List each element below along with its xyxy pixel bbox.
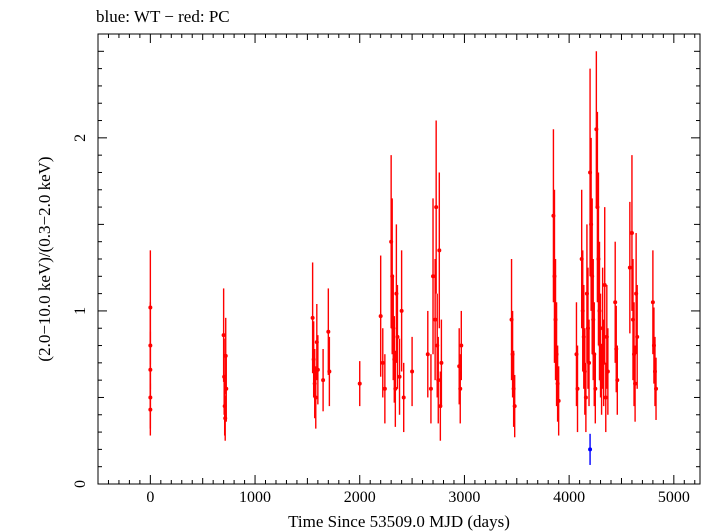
data-point: [615, 378, 620, 383]
data-point: [321, 378, 326, 383]
data-point: [310, 315, 315, 320]
chart-title: blue: WT − red: PC: [96, 7, 230, 26]
data-point: [587, 360, 592, 365]
data-point: [627, 265, 632, 270]
data-point: [605, 369, 610, 374]
data-point: [224, 386, 229, 391]
data-point: [315, 367, 320, 372]
data-point: [459, 343, 464, 348]
data-point: [650, 300, 655, 305]
data-point: [221, 333, 226, 338]
data-point: [583, 395, 588, 400]
data-point: [327, 369, 332, 374]
data-point: [425, 352, 430, 357]
x-tick-label: 2000: [344, 489, 376, 506]
data-point: [593, 386, 598, 391]
data-point: [410, 369, 415, 374]
tick-labels: 0 1000 2000 3000 4000 5000 0 1 2: [72, 134, 690, 506]
data-point: [148, 407, 153, 412]
x-tick-label: 5000: [658, 489, 690, 506]
data-point: [326, 329, 331, 334]
x-tick-label: 1000: [239, 489, 271, 506]
data-point: [433, 317, 438, 322]
data-point: [603, 395, 608, 400]
data-point: [382, 386, 387, 391]
data-point: [458, 386, 463, 391]
data-point: [401, 395, 406, 400]
data-point: [556, 398, 561, 403]
data-point: [654, 386, 659, 391]
axis-ticks: [97, 34, 700, 485]
data-point: [629, 231, 634, 236]
data-point: [399, 308, 404, 313]
x-axis-label: Time Since 53509.0 MJD (days): [288, 512, 510, 531]
data-point: [436, 378, 441, 383]
x-tick-label: 4000: [553, 489, 585, 506]
y-axis-label: (2.0−10.0 keV)/(0.3−2.0 keV): [35, 156, 54, 361]
data-point: [633, 381, 638, 386]
series-pc: [148, 51, 659, 441]
data-point: [313, 395, 318, 400]
series-wt: [588, 433, 593, 465]
data-point: [613, 300, 618, 305]
data-point: [380, 360, 385, 365]
data-point: [512, 404, 517, 409]
x-tick-label: 0: [146, 489, 154, 506]
data-point: [431, 274, 436, 279]
data-point: [588, 447, 593, 452]
data-point: [434, 205, 439, 210]
data-point: [393, 386, 398, 391]
data-series: [148, 51, 659, 465]
data-point: [602, 282, 607, 287]
x-tick-label: 3000: [448, 489, 480, 506]
data-point: [437, 248, 442, 253]
y-tick-label: 0: [72, 480, 89, 488]
data-point: [378, 314, 383, 319]
y-tick-label: 2: [72, 134, 89, 142]
data-point: [428, 386, 433, 391]
data-point: [439, 360, 444, 365]
data-point: [395, 334, 400, 339]
data-point: [575, 386, 580, 391]
plot-frame: [97, 33, 701, 485]
data-point: [635, 334, 640, 339]
data-point: [397, 374, 402, 379]
y-tick-label: 1: [72, 307, 89, 315]
data-point: [357, 381, 362, 386]
